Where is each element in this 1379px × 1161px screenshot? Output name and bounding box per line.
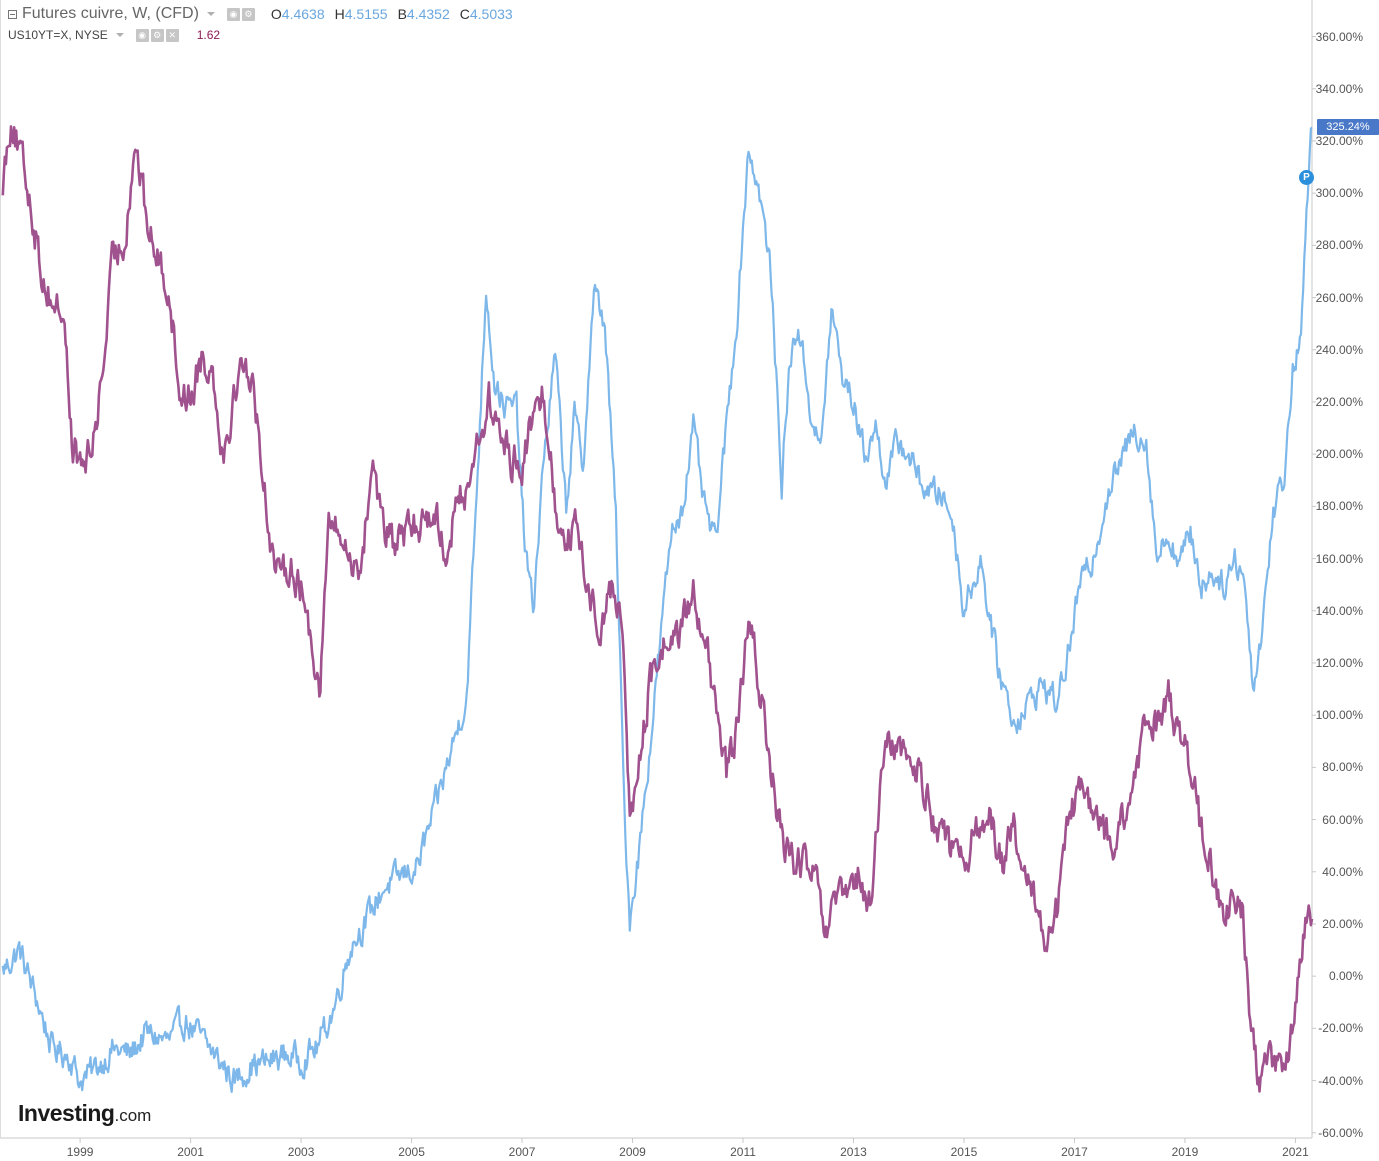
- close-icon[interactable]: ✕: [165, 28, 179, 42]
- y-tick-label: 220.00%: [1315, 394, 1363, 409]
- x-tick-label: 2009: [619, 1145, 646, 1159]
- y-tick-label: 320.00%: [1315, 133, 1363, 148]
- legend-row-copper: Futures cuivre, W, (CFD) ◉ ⚙ O 4.4638 H …: [8, 4, 519, 24]
- ohlc-low-key: B: [397, 6, 407, 22]
- y-tick-label: -40.00%: [1318, 1073, 1363, 1088]
- y-tick-label: -20.00%: [1318, 1021, 1363, 1036]
- y-tick-label: 360.00%: [1315, 29, 1363, 44]
- y-tick-label: 40.00%: [1322, 864, 1363, 879]
- series-yield-controls: ◉ ⚙ ✕: [135, 28, 181, 42]
- x-tick-label: 2013: [840, 1145, 867, 1159]
- x-tick-label: 2001: [177, 1145, 204, 1159]
- y-tick-label: 260.00%: [1315, 290, 1363, 305]
- series-yield-value: 1.62: [196, 28, 221, 42]
- series-copper-symbol[interactable]: Futures cuivre, W, (CFD): [22, 5, 199, 22]
- series-line-us10y[interactable]: [1, 125, 1314, 1093]
- y-tick-label: 0.00%: [1328, 969, 1363, 984]
- x-tick-label: 2017: [1061, 1145, 1088, 1159]
- y-tick-label: 140.00%: [1315, 603, 1363, 618]
- caret-down-icon[interactable]: [115, 33, 124, 37]
- y-tick-label: 60.00%: [1322, 812, 1363, 827]
- eye-icon[interactable]: ◉: [135, 28, 149, 42]
- logo-main-text: Investing: [18, 1100, 115, 1126]
- collapse-icon[interactable]: [8, 9, 17, 19]
- x-tick-label: 2015: [950, 1145, 978, 1159]
- caret-down-icon[interactable]: [206, 12, 215, 16]
- x-tick-label: 2007: [508, 1145, 536, 1159]
- gear-icon[interactable]: ⚙: [150, 28, 164, 42]
- ohlc-high-value: 4.5155: [344, 6, 388, 22]
- series-copper-controls: ◉ ⚙: [226, 7, 257, 21]
- series-line-copper[interactable]: [1, 126, 1313, 1093]
- y-tick-label: 240.00%: [1315, 342, 1363, 357]
- eye-icon[interactable]: ◉: [226, 7, 240, 21]
- legend-row-yield: US10YT=X, NYSE ◉ ⚙ ✕ 1.62: [8, 24, 519, 46]
- y-tick-label: 80.00%: [1322, 760, 1363, 775]
- y-tick-label: 120.00%: [1315, 655, 1363, 670]
- y-tick-label: 340.00%: [1315, 81, 1363, 96]
- investing-logo: Investing.com: [18, 1100, 151, 1127]
- x-tick-label: 2003: [287, 1145, 315, 1159]
- ohlc-open-key: O: [270, 6, 282, 22]
- x-tick-label: 2011: [730, 1145, 756, 1159]
- legend: Futures cuivre, W, (CFD) ◉ ⚙ O 4.4638 H …: [8, 4, 519, 46]
- gear-icon[interactable]: ⚙: [241, 7, 255, 21]
- y-tick-label: 200.00%: [1315, 447, 1363, 462]
- ohlc-high-key: H: [334, 6, 345, 22]
- x-tick-label: 2005: [398, 1145, 425, 1159]
- y-tick-label: 280.00%: [1315, 238, 1363, 253]
- y-tick-label: 100.00%: [1315, 708, 1363, 723]
- x-tick-label: 2019: [1171, 1145, 1199, 1159]
- y-tick-label: 180.00%: [1315, 499, 1363, 514]
- ohlc-low-value: 4.4352: [406, 6, 450, 22]
- last-value-label: 325.24%: [1317, 119, 1379, 136]
- y-tick-label: -60.00%: [1318, 1125, 1363, 1140]
- ohlc-close-value: 4.5033: [469, 6, 513, 22]
- logo-domain-text: .com: [114, 1106, 152, 1125]
- x-tick-label: 1999: [66, 1145, 94, 1159]
- ohlc-close-key: C: [459, 6, 470, 22]
- ohlc-open-value: 4.4638: [281, 6, 325, 22]
- x-tick-label: 2021: [1282, 1145, 1309, 1159]
- y-tick-label: 300.00%: [1315, 186, 1363, 201]
- p-marker-icon[interactable]: P: [1299, 170, 1314, 185]
- series-yield-symbol[interactable]: US10YT=X, NYSE: [8, 28, 108, 42]
- y-tick-label: 20.00%: [1322, 916, 1363, 931]
- y-tick-label: 160.00%: [1315, 551, 1363, 566]
